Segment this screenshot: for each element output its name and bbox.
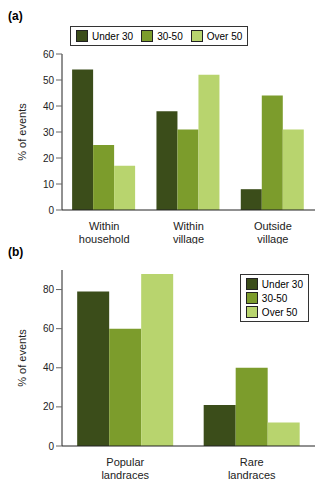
svg-text:30: 30 bbox=[43, 127, 55, 138]
html-text:30-50: 30-50 bbox=[157, 30, 183, 42]
html-text:30-50: 30-50 bbox=[261, 292, 288, 304]
svg-text:80: 80 bbox=[43, 284, 55, 295]
svg-text:% of events: % of events bbox=[16, 103, 28, 161]
svg-text:40: 40 bbox=[43, 101, 55, 112]
svg-text:Outsidevillage: Outsidevillage bbox=[254, 220, 292, 244]
html-text:(a): (a) bbox=[8, 9, 23, 23]
svg-text:60: 60 bbox=[43, 49, 55, 60]
svg-text:0: 0 bbox=[48, 205, 54, 216]
svg-text:Rarelandraces: Rarelandraces bbox=[228, 456, 276, 480]
svg-text:% of events: % of events bbox=[16, 329, 28, 387]
svg-text:60: 60 bbox=[43, 323, 55, 334]
html-text:(b): (b) bbox=[8, 245, 24, 259]
html-text:Under 30: Under 30 bbox=[92, 30, 134, 42]
svg-text:10: 10 bbox=[43, 179, 55, 190]
svg-text:Withinvillage: Withinvillage bbox=[173, 220, 204, 244]
svg-text:40: 40 bbox=[43, 362, 55, 373]
svg-text:50: 50 bbox=[43, 75, 55, 86]
svg-text:20: 20 bbox=[43, 153, 55, 164]
html-text:Over 50: Over 50 bbox=[206, 30, 243, 42]
svg-text:20: 20 bbox=[43, 401, 55, 412]
html-text:Over 50: Over 50 bbox=[261, 306, 298, 318]
svg-text:0: 0 bbox=[48, 441, 54, 452]
html-text:Under 30: Under 30 bbox=[261, 278, 303, 290]
svg-text:Popularlandraces: Popularlandraces bbox=[101, 456, 149, 480]
svg-text:Withinhousehold: Withinhousehold bbox=[79, 220, 130, 244]
